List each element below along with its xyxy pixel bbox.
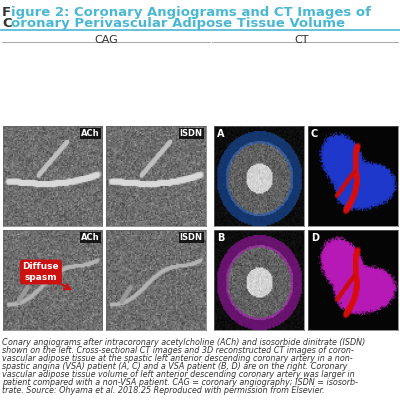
Text: ACh: ACh xyxy=(81,129,100,138)
Text: ISDN: ISDN xyxy=(180,233,203,242)
Text: ISDN: ISDN xyxy=(180,129,203,138)
Text: C: C xyxy=(311,129,318,139)
Text: C: C xyxy=(2,338,8,347)
Text: CT: CT xyxy=(295,35,309,45)
Text: spastic angina (VSA) patient (A, C) and a VSA patient (B, D) are on the right. C: spastic angina (VSA) patient (A, C) and … xyxy=(2,362,347,371)
Text: igure 2: Coronary Angiograms and CT Images of: igure 2: Coronary Angiograms and CT Imag… xyxy=(11,6,371,19)
Text: F: F xyxy=(2,6,11,19)
Text: oronary Perivascular Adipose Tissue Volume: oronary Perivascular Adipose Tissue Volu… xyxy=(11,17,345,30)
Text: vascular adipose tissue at the spastic left anterior descending coronary artery : vascular adipose tissue at the spastic l… xyxy=(2,354,353,363)
Text: C: C xyxy=(2,17,12,30)
Text: trate. Source: Ohyama et al. 2018.25 Reproduced with permission from Elsevier.: trate. Source: Ohyama et al. 2018.25 Rep… xyxy=(2,386,324,395)
Text: CAG: CAG xyxy=(94,35,118,45)
Text: D: D xyxy=(311,233,319,243)
Text: B: B xyxy=(217,233,224,243)
Text: onary angiograms after intracoronary acetylcholine (ACh) and isosorbide dinitrat: onary angiograms after intracoronary ace… xyxy=(8,338,365,347)
Text: Diffuse
spasm: Diffuse spasm xyxy=(22,262,59,282)
Text: ACh: ACh xyxy=(81,233,100,242)
Text: shown on the left. Cross-sectional CT images and 3D reconstructed CT images of c: shown on the left. Cross-sectional CT im… xyxy=(2,346,354,355)
Text: vascular adipose tissue volume of left anterior descending coronary artery was l: vascular adipose tissue volume of left a… xyxy=(2,370,355,379)
Text: A: A xyxy=(217,129,224,139)
Text: patient compared with a non-VSA patient. CAG = coronary angiography; ISDN = isos: patient compared with a non-VSA patient.… xyxy=(2,378,358,387)
